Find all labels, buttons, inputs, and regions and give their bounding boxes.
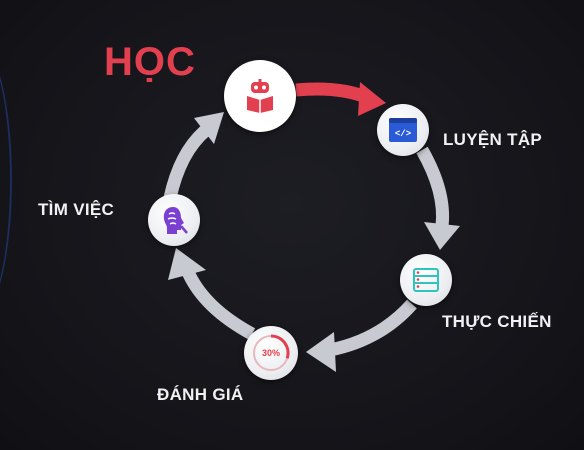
server-rack-icon: [413, 268, 439, 292]
arrow-head-tim-viec: [168, 248, 206, 280]
step-danh-gia-node: 30%: [244, 326, 298, 380]
svg-text:</>: </>: [395, 129, 411, 139]
arrow-hoc-to-luyen-tap: [295, 82, 371, 105]
arrow-danh-gia-to-tim-viec: [182, 269, 256, 340]
step-thuc-chien-label: THỰC CHIẾN: [442, 312, 552, 331]
step-hoc-label: HỌC: [104, 40, 196, 84]
step-tim-viec-label: TÌM VIỆC: [38, 200, 115, 219]
step-luyen-tap-node: </>: [377, 104, 429, 156]
arrow-luyen-tap-to-thuc-chien: [416, 146, 450, 227]
step-tim-viec-node: [148, 194, 200, 246]
brain-profile-icon: [163, 207, 188, 234]
progress-ring-icon: 30%: [253, 334, 290, 371]
step-luyen-tap-label: LUYỆN TẬP: [443, 130, 543, 149]
progress-value: 30%: [262, 348, 280, 358]
background-arc: [0, 40, 12, 320]
arrow-thuc-chien-to-danh-gia: [328, 299, 417, 357]
arrow-head-danh-gia: [306, 332, 336, 372]
step-thuc-chien-node: [400, 254, 452, 306]
arrow-head-hoc: [194, 112, 224, 144]
arrow-head-luyen-tap: [358, 82, 386, 116]
robot-reading-icon: [247, 79, 273, 113]
arrow-head-thuc-chien: [424, 222, 460, 250]
step-danh-gia-label: ĐÁNH GIÁ: [157, 385, 244, 404]
step-hoc-node: [224, 60, 296, 132]
arrow-tim-viec-to-hoc: [163, 125, 211, 200]
code-window-icon: </>: [389, 118, 417, 142]
